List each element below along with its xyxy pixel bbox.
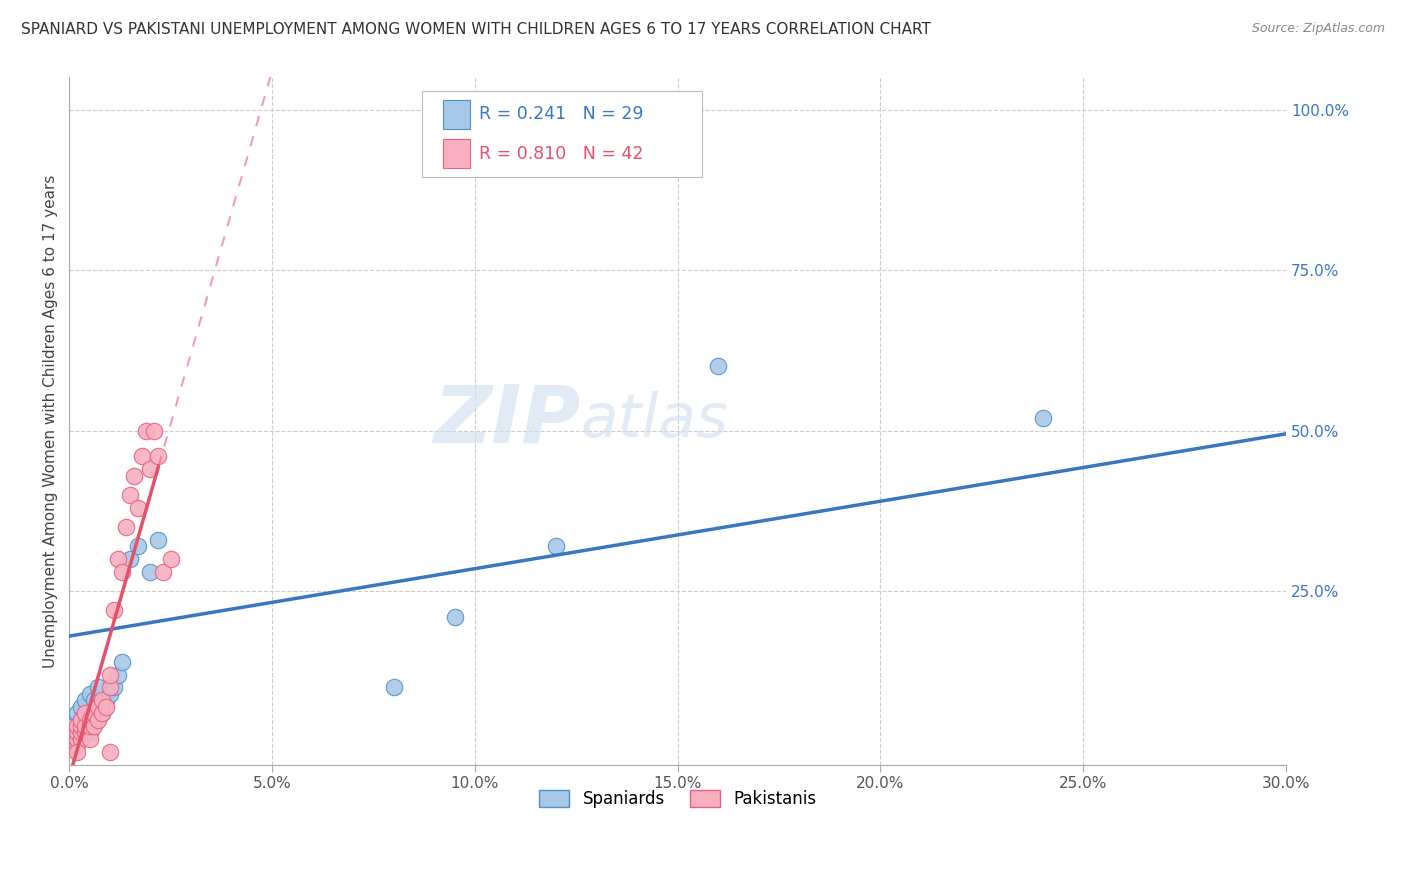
- Point: [159, 552, 181, 566]
- Point: [70, 713, 93, 727]
- Legend: Spaniards, Pakistanis: Spaniards, Pakistanis: [533, 783, 823, 814]
- Point: [107, 667, 129, 681]
- Point: [66, 731, 89, 746]
- Point: [66, 706, 89, 720]
- Point: [120, 552, 142, 566]
- Point: [75, 693, 97, 707]
- Point: [66, 738, 89, 752]
- Text: R = 0.241   N = 29: R = 0.241 N = 29: [479, 105, 644, 123]
- Text: Source: ZipAtlas.com: Source: ZipAtlas.com: [1251, 22, 1385, 36]
- Point: [79, 731, 101, 746]
- Point: [152, 565, 174, 579]
- Y-axis label: Unemployment Among Women with Children Ages 6 to 17 years: Unemployment Among Women with Children A…: [44, 174, 58, 668]
- Point: [83, 713, 105, 727]
- Point: [62, 738, 84, 752]
- Point: [131, 450, 153, 464]
- Point: [70, 725, 93, 739]
- Point: [79, 687, 101, 701]
- Point: [107, 552, 129, 566]
- Point: [98, 667, 121, 681]
- Point: [66, 745, 89, 759]
- Point: [79, 719, 101, 733]
- Text: ZIP: ZIP: [433, 382, 581, 460]
- Point: [135, 424, 157, 438]
- Point: [98, 745, 121, 759]
- Point: [83, 693, 105, 707]
- Bar: [443, 139, 470, 169]
- Point: [66, 725, 89, 739]
- Point: [75, 719, 97, 733]
- Point: [143, 424, 166, 438]
- Point: [148, 450, 170, 464]
- Point: [90, 706, 112, 720]
- Point: [103, 681, 125, 695]
- Point: [90, 706, 112, 720]
- Point: [148, 533, 170, 547]
- Point: [98, 687, 121, 701]
- Point: [707, 359, 730, 374]
- Point: [86, 699, 108, 714]
- Point: [70, 713, 93, 727]
- Point: [62, 719, 84, 733]
- Point: [139, 462, 162, 476]
- Point: [70, 731, 93, 746]
- FancyBboxPatch shape: [422, 91, 702, 178]
- Point: [86, 681, 108, 695]
- Point: [120, 488, 142, 502]
- Bar: [443, 100, 470, 128]
- Point: [139, 565, 162, 579]
- Point: [443, 610, 465, 624]
- Point: [79, 725, 101, 739]
- Point: [111, 655, 134, 669]
- Point: [127, 539, 149, 553]
- Point: [86, 713, 108, 727]
- Point: [111, 565, 134, 579]
- Point: [83, 719, 105, 733]
- Text: atlas: atlas: [581, 392, 728, 450]
- Point: [544, 539, 567, 553]
- Point: [1032, 410, 1054, 425]
- Point: [79, 706, 101, 720]
- Point: [90, 693, 112, 707]
- Point: [103, 603, 125, 617]
- Point: [79, 713, 101, 727]
- Point: [115, 520, 138, 534]
- Point: [62, 731, 84, 746]
- Point: [127, 500, 149, 515]
- Point: [94, 699, 117, 714]
- Point: [75, 725, 97, 739]
- Text: SPANIARD VS PAKISTANI UNEMPLOYMENT AMONG WOMEN WITH CHILDREN AGES 6 TO 17 YEARS : SPANIARD VS PAKISTANI UNEMPLOYMENT AMONG…: [21, 22, 931, 37]
- Point: [98, 681, 121, 695]
- Point: [94, 693, 117, 707]
- Point: [86, 699, 108, 714]
- Point: [70, 699, 93, 714]
- Text: R = 0.810   N = 42: R = 0.810 N = 42: [479, 145, 644, 163]
- Point: [62, 725, 84, 739]
- Point: [83, 706, 105, 720]
- Point: [75, 719, 97, 733]
- Point: [66, 719, 89, 733]
- Point: [70, 719, 93, 733]
- Point: [75, 706, 97, 720]
- Point: [66, 725, 89, 739]
- Point: [382, 681, 405, 695]
- Point: [122, 468, 145, 483]
